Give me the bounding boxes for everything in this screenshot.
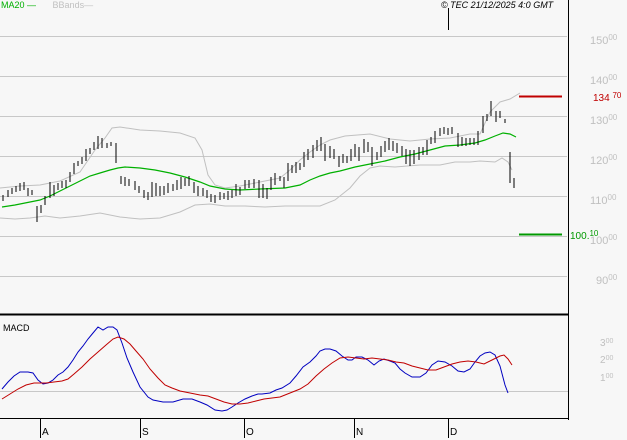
signal-line	[1, 336, 513, 405]
price-axis-label: 10000	[590, 233, 618, 247]
x-axis-label-aug: A	[42, 427, 49, 438]
ma20-line	[1, 132, 517, 208]
macd-axis-label: 100	[600, 373, 614, 384]
macd-title: MACD	[3, 323, 30, 333]
legend: MA20 — BBands—	[1, 0, 93, 10]
macd-axis-label: 300	[600, 338, 614, 349]
bollinger-bands	[0, 92, 521, 220]
price-axis-label: 15000	[590, 33, 618, 47]
support-label: 100.10	[570, 229, 599, 242]
x-axis-label-sep: S	[142, 427, 149, 438]
legend-ma20: MA20 —	[1, 0, 37, 10]
macd-line	[1, 326, 509, 412]
x-axis-label-nov: N	[356, 427, 364, 438]
legend-bbands: BBands—	[52, 0, 94, 10]
price-gridlines	[0, 36, 567, 277]
price-axis-label: 12000	[590, 153, 618, 167]
price-axis-label: 14000	[590, 73, 618, 87]
x-axis-label-oct: O	[246, 427, 254, 438]
price-axis-label: 13000	[590, 113, 618, 127]
x-axis-label-dec: D	[450, 427, 458, 438]
macd-axis-label: 200	[600, 355, 614, 366]
resistance-label: 134 70	[593, 91, 622, 104]
price-axis-label: 11000	[590, 193, 617, 207]
price-bars	[2, 101, 515, 222]
copyright-timestamp: © TEC 21/12/2025 4:0 GMT	[441, 0, 554, 10]
x-axis-ticks	[40, 419, 449, 438]
price-axis-label: 9000	[596, 273, 618, 287]
